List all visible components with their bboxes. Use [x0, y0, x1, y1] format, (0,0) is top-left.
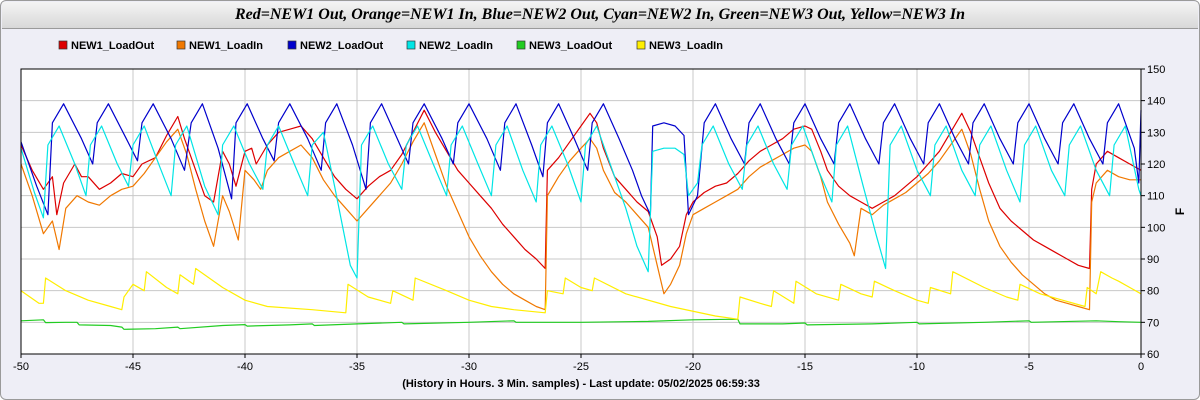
- x-tick-label: -40: [237, 361, 253, 373]
- series-line-new2_loadout: [20, 103, 1142, 216]
- y-tick-label: 130: [1147, 127, 1165, 139]
- y-tick-label: 150: [1147, 64, 1165, 76]
- y-axis-label: F: [1173, 208, 1187, 215]
- series-line-new1_loadin: [20, 122, 1141, 311]
- x-tick-label: -15: [797, 361, 813, 373]
- x-tick-label: -35: [349, 361, 365, 373]
- y-tick-label: 120: [1147, 159, 1165, 171]
- legend-item: NEW2_LoadOut: [287, 40, 383, 52]
- y-tick-label: 140: [1147, 96, 1165, 108]
- series-line-new3_loadout: [20, 318, 1142, 330]
- legend-swatch: [58, 40, 68, 50]
- x-axis-label: (History in Hours. 3 Min. samples) - Las…: [402, 378, 760, 390]
- x-tick-label: -20: [685, 361, 701, 373]
- y-tick-label: 60: [1147, 349, 1159, 361]
- x-tick-label: -45: [125, 361, 141, 373]
- legend-label: NEW1_LoadIn: [189, 40, 263, 52]
- x-tick-label: -30: [461, 361, 477, 373]
- legend-swatch: [406, 40, 416, 50]
- x-tick-label: -25: [573, 361, 589, 373]
- legend-label: NEW3_LoadOut: [529, 40, 612, 52]
- y-tick-label: 90: [1147, 254, 1159, 266]
- series-line-new2_loadin: [20, 125, 1142, 279]
- y-tick-label: 100: [1147, 222, 1165, 234]
- legend-swatch: [176, 40, 186, 50]
- legend-swatch: [636, 40, 646, 50]
- series-line-new1_loadout: [20, 109, 1142, 270]
- legend-swatch: [516, 40, 526, 50]
- legend-label: NEW1_LoadOut: [71, 40, 154, 52]
- x-tick-label: 0: [1138, 361, 1144, 373]
- legend-item: NEW2_LoadIn: [406, 40, 493, 52]
- legend-label: NEW2_LoadOut: [300, 40, 383, 52]
- legend-item: NEW3_LoadOut: [516, 40, 612, 52]
- legend-item: NEW1_LoadOut: [58, 40, 154, 52]
- chart-title: Red=NEW1 Out, Orange=NEW1 In, Blue=NEW2 …: [2, 2, 1198, 29]
- x-tick-label: -5: [1024, 361, 1034, 373]
- y-tick-label: 80: [1147, 286, 1159, 298]
- legend-label: NEW2_LoadIn: [419, 40, 493, 52]
- x-tick-label: -10: [909, 361, 925, 373]
- legend-item: NEW1_LoadIn: [176, 40, 263, 52]
- y-tick-label: 70: [1147, 317, 1159, 329]
- legend-swatch: [287, 40, 297, 50]
- legend-item: NEW3_LoadIn: [636, 40, 723, 52]
- y-tick-label: 110: [1147, 191, 1165, 203]
- series-line-new3_loadin: [20, 267, 1142, 320]
- legend-label: NEW3_LoadIn: [649, 40, 723, 52]
- x-tick-label: -50: [13, 361, 29, 373]
